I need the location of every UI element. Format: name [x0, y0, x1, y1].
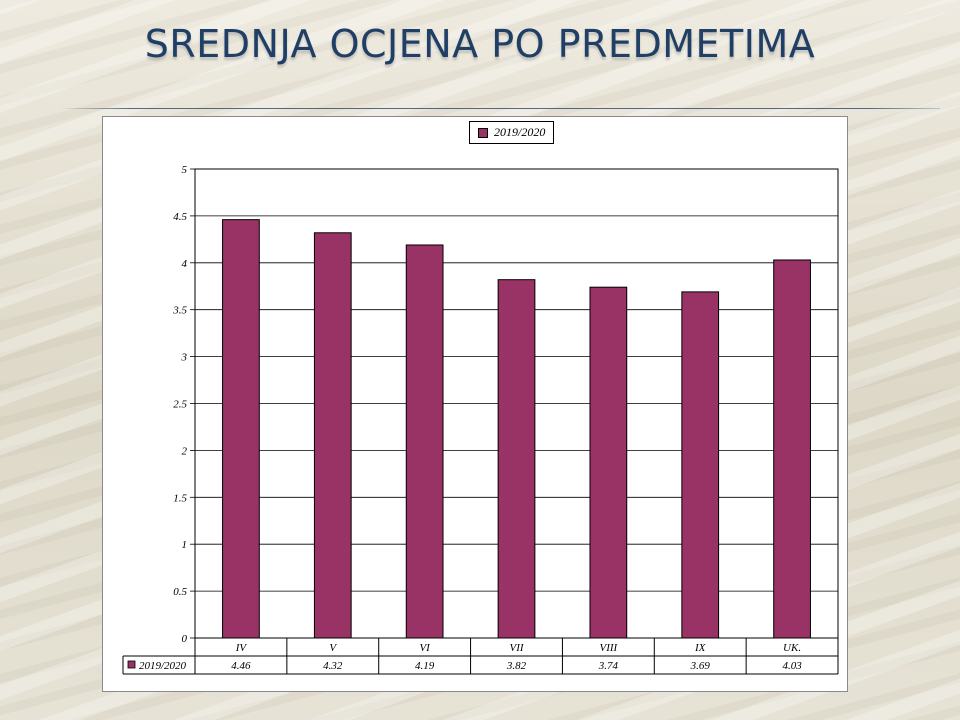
bar: [589, 286, 628, 639]
bar: [405, 244, 444, 639]
y-tick-label: 1: [182, 539, 188, 551]
x-category-label: IV: [235, 642, 248, 654]
y-tick-label: 3: [181, 352, 188, 364]
data-table-value: 3.69: [690, 660, 711, 672]
x-category-label: UK.: [783, 642, 801, 654]
bar: [497, 279, 536, 639]
y-tick-label: 4: [182, 258, 188, 270]
y-tick-label: 0.5: [173, 586, 187, 598]
slide-title: Srednja ocjena po predmetima: [144, 22, 816, 66]
x-category-label: VI: [419, 642, 431, 654]
table-series-label: 2019/2020: [139, 660, 187, 672]
data-table-value: 3.74: [598, 660, 619, 672]
data-table-value: 4.03: [782, 660, 802, 672]
y-tick-label: 3.5: [172, 305, 187, 317]
legend-swatch: [478, 127, 488, 138]
bar: [773, 259, 811, 639]
y-tick-label: 1.5: [173, 492, 187, 504]
chart-legend: 2019/2020: [469, 121, 555, 144]
data-table-value: 4.32: [323, 660, 343, 672]
x-category-label: VII: [509, 642, 524, 654]
x-category-label: IX: [694, 642, 707, 654]
bar-chart: 0 0.5 1 1.5 2 2.5 3 3.5 4 4.5 5 IV 4.46 V 4.32 VI 4.19 VI…: [122, 164, 839, 675]
x-category-label: V: [329, 642, 337, 654]
x-category-label: VIII: [599, 642, 618, 654]
y-tick-label: 2.5: [173, 399, 187, 411]
legend-label: 2019/2020: [494, 125, 546, 139]
bar: [681, 291, 720, 639]
data-table-value: 4.46: [231, 660, 251, 672]
y-tick-label: 0: [182, 633, 188, 645]
bar: [222, 219, 260, 639]
y-tick-label: 5: [182, 164, 188, 176]
bar: [313, 232, 352, 639]
chart-frame: 2019/2020 0 0.5 1 1.5 2 2.5 3 3.5 4 4.5 5 IV 4.46 V 4.…: [102, 116, 848, 692]
table-series-swatch: [127, 660, 136, 669]
data-table-value: 3.82: [506, 660, 527, 672]
data-table-value: 4.19: [415, 660, 435, 672]
y-tick-label: 4.5: [173, 211, 187, 223]
y-tick-label: 2: [182, 445, 188, 457]
title-underline: [60, 108, 940, 109]
